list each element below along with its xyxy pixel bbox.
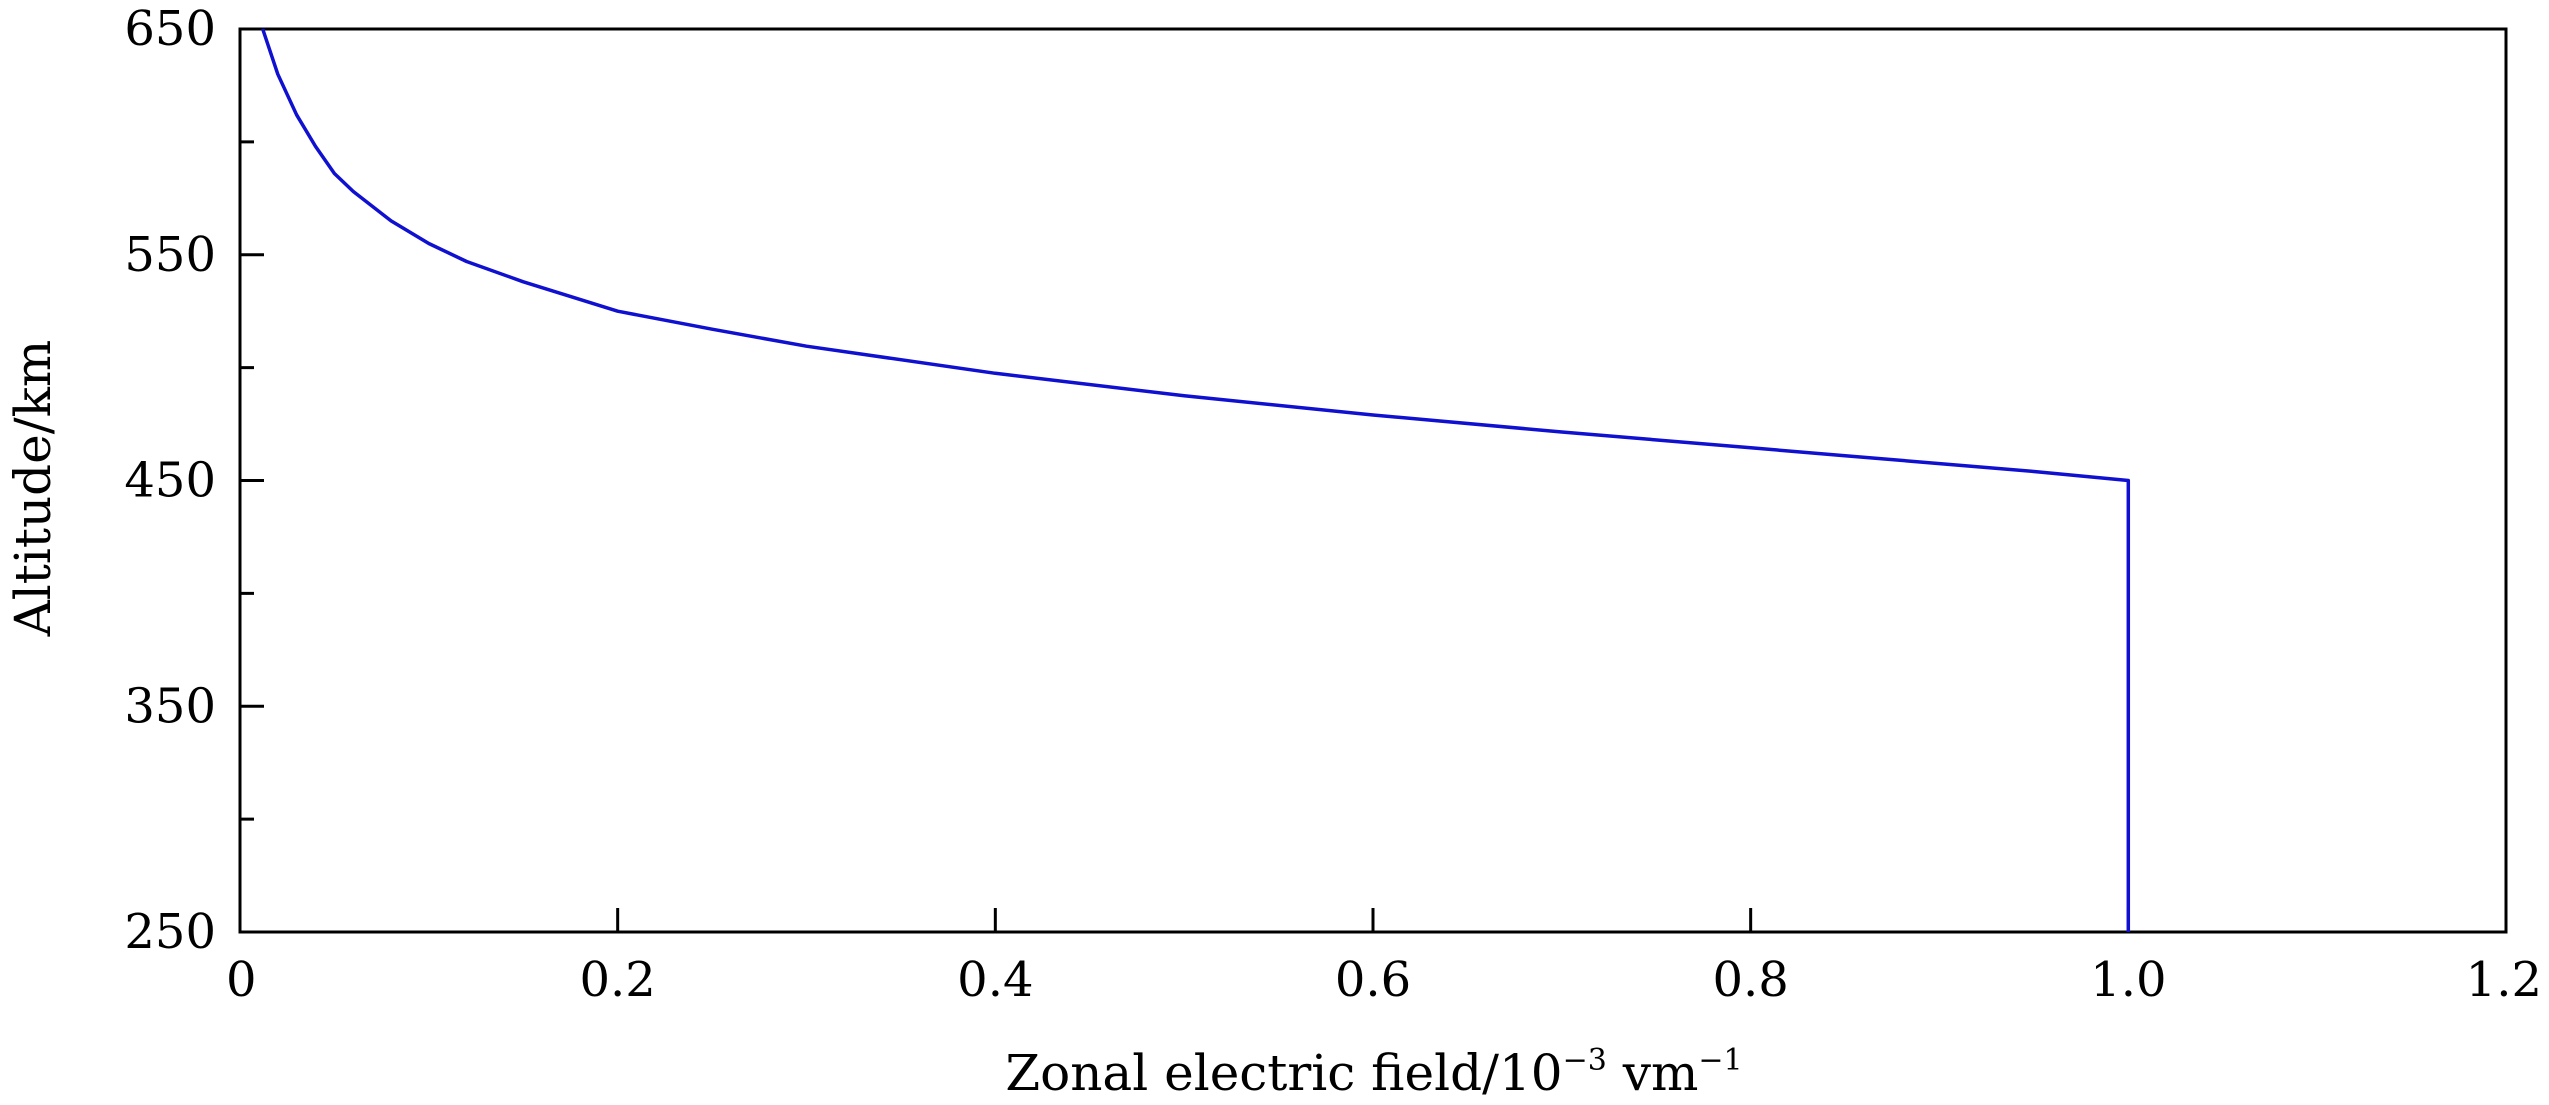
y-tick-label: 250 [124,904,216,960]
x-tick-label: 0.6 [1335,952,1411,1008]
x-axis-title: Zonal electric field/10−3 vm−1 [1005,1043,1742,1102]
x-tick-label: 0 [226,952,257,1008]
series-layer [261,28,2131,932]
y-tick-label: 450 [124,453,216,509]
y-tick-label: 550 [124,227,216,283]
x-tick-label: 0.4 [957,952,1033,1008]
series-line [261,28,2131,932]
x-tick-label: 0.2 [579,952,655,1008]
x-axis-title-prefix: Zonal electric field/10 [1005,1044,1562,1102]
y-tick-label: 650 [124,1,216,57]
x-axis-title-exponent-2: −1 [1698,1043,1742,1078]
x-tick-label: 0.8 [1712,952,1788,1008]
plot-frame [238,27,2508,934]
y-axis-ticks: 250 350 450 550 650 [124,1,264,960]
x-axis-ticks: 0 0.2 0.4 0.6 0.8 1.0 1.2 [226,908,2542,1008]
y-axis-title: Altitude/km [4,340,62,638]
y-tick-label: 350 [124,678,216,734]
x-tick-label: 1.0 [2090,952,2166,1008]
x-tick-label: 1.2 [2466,952,2542,1008]
x-axis-title-exponent-1: −3 [1563,1043,1607,1078]
x-axis-title-unit: vm [1607,1044,1699,1102]
